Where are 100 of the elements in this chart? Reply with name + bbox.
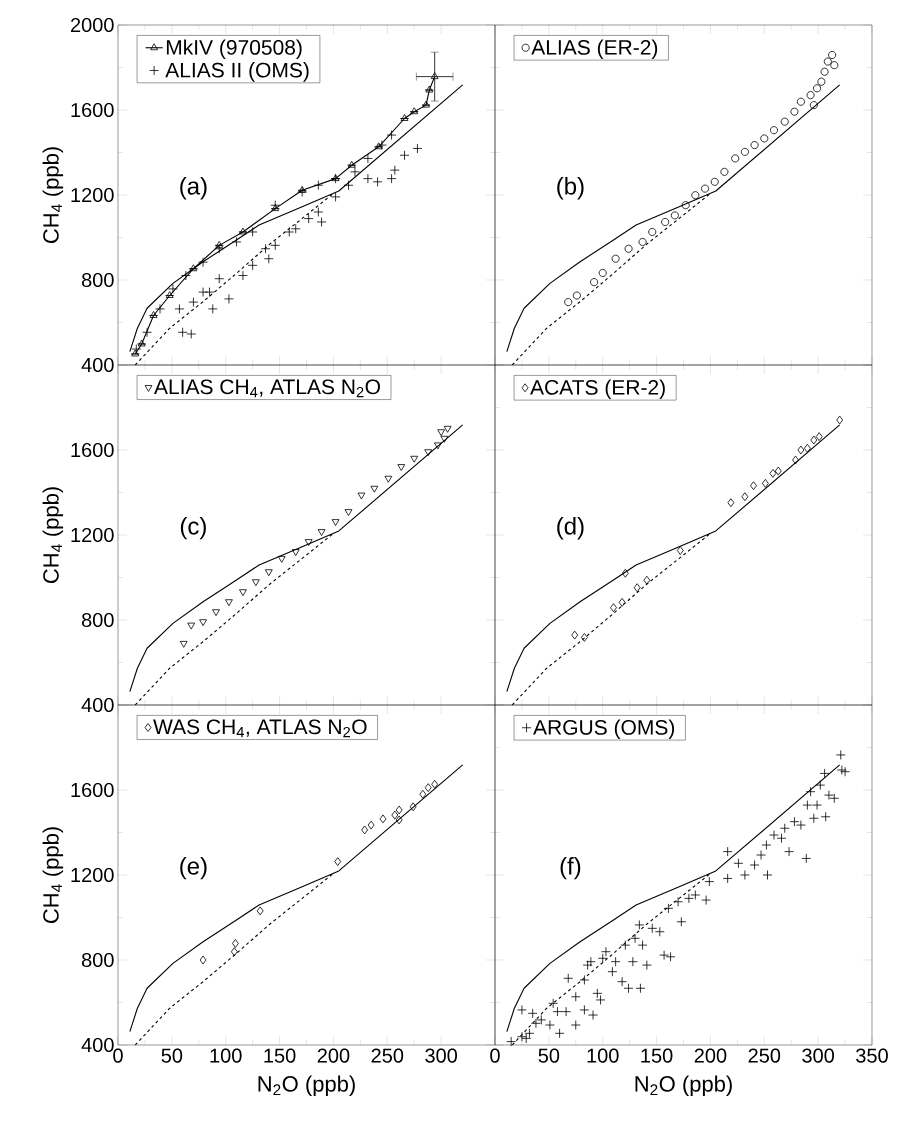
point: [564, 298, 573, 307]
point: [247, 260, 258, 271]
point: [361, 825, 369, 835]
point: [648, 227, 657, 236]
annotation: (f): [560, 857, 581, 880]
legend-label: ACATS (ER-2): [530, 379, 665, 399]
point: [611, 254, 620, 263]
y-tick-label: 1200: [71, 867, 114, 883]
point: [367, 820, 375, 830]
point: [377, 140, 387, 150]
point: [769, 468, 777, 478]
point: [761, 478, 769, 488]
x-tick-label: 50: [538, 1048, 560, 1063]
x-tick-label: 300: [425, 1048, 458, 1063]
point: [681, 201, 690, 210]
point: [215, 240, 224, 248]
point: [370, 485, 379, 493]
point: [618, 597, 626, 607]
point: [177, 327, 188, 338]
point: [431, 779, 439, 789]
point: [571, 630, 579, 640]
x-tick-label: 150: [264, 1048, 296, 1063]
y-tick-label: 1600: [71, 102, 114, 118]
point: [142, 327, 152, 338]
point: [290, 223, 301, 234]
point: [440, 435, 449, 443]
point: [410, 455, 419, 463]
point: [189, 264, 198, 272]
y-tick-label: 2000: [70, 17, 114, 33]
y-tick-label: 1200: [71, 187, 114, 203]
x-tick-label: 200: [317, 1048, 350, 1063]
point: [590, 278, 599, 287]
point: [598, 268, 607, 277]
point: [836, 415, 844, 425]
point: [790, 107, 799, 116]
annotation: (d): [557, 517, 584, 540]
point: [239, 589, 247, 597]
point: [198, 257, 208, 268]
point: [331, 519, 340, 526]
y-axis-title: CH$_{4}$ (ppb): [42, 147, 64, 244]
point: [710, 177, 719, 186]
y-tick-label: 800: [81, 952, 114, 968]
point: [731, 154, 740, 163]
point: [409, 802, 417, 812]
legend-label: ARGUS (OMS): [533, 719, 675, 739]
point: [400, 114, 409, 121]
point: [806, 91, 815, 100]
point: [670, 211, 679, 220]
point: [252, 579, 260, 587]
point: [334, 857, 342, 867]
x-tick-label: 250: [748, 1048, 781, 1063]
point: [270, 200, 281, 211]
point: [256, 906, 264, 916]
point: [676, 546, 684, 555]
legend-label: MkIV (970508): [166, 39, 302, 59]
point: [214, 273, 225, 284]
point: [395, 815, 403, 825]
x-tick-label: 150: [641, 1048, 673, 1063]
point: [225, 599, 233, 607]
point: [720, 167, 729, 176]
point: [303, 213, 314, 224]
point: [750, 141, 759, 150]
x-tick-label: 0: [113, 1048, 123, 1063]
point: [633, 583, 641, 593]
legend-label: ALIAS CH$_{4}$, ATLAS N$_{2}$O: [154, 379, 380, 398]
x-tick-label: 50: [161, 1048, 183, 1063]
point: [425, 85, 434, 93]
point: [828, 50, 837, 59]
x-tick-label: 100: [587, 1048, 619, 1063]
y-axis-title: CH$_{4}$ (ppb): [42, 827, 64, 924]
x-tick-label: 0: [490, 1048, 500, 1063]
point: [727, 498, 735, 508]
point: [186, 329, 197, 339]
point: [389, 165, 400, 176]
point: [271, 204, 280, 211]
point: [386, 130, 397, 140]
point: [330, 192, 341, 202]
point: [198, 287, 208, 298]
point: [137, 339, 146, 347]
point: [434, 442, 442, 450]
point: [399, 150, 410, 161]
point: [820, 67, 829, 76]
y-tick-label: 400: [81, 357, 114, 373]
legend-label: ALIAS (ER-2): [531, 39, 658, 59]
point: [270, 240, 281, 251]
point: [350, 166, 360, 177]
point: [313, 207, 324, 217]
point: [817, 77, 826, 86]
point: [263, 253, 274, 264]
point: [238, 270, 248, 281]
point: [815, 432, 823, 442]
x-tick-label: 350: [856, 1048, 888, 1063]
point: [362, 173, 373, 184]
point: [231, 237, 242, 247]
point: [155, 304, 165, 314]
x-tick-label: 300: [802, 1048, 835, 1063]
point: [212, 609, 220, 617]
point: [379, 814, 387, 824]
point: [131, 349, 140, 357]
point: [304, 539, 313, 546]
